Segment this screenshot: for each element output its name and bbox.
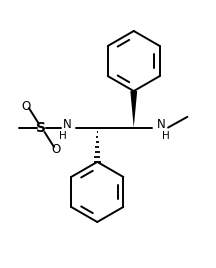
- Text: H: H: [59, 131, 66, 141]
- Text: O: O: [52, 143, 61, 155]
- Text: O: O: [22, 100, 31, 113]
- Text: N: N: [157, 118, 166, 132]
- Text: H: H: [162, 131, 170, 141]
- Text: S: S: [37, 121, 46, 135]
- Text: N: N: [63, 118, 71, 132]
- Polygon shape: [130, 91, 137, 128]
